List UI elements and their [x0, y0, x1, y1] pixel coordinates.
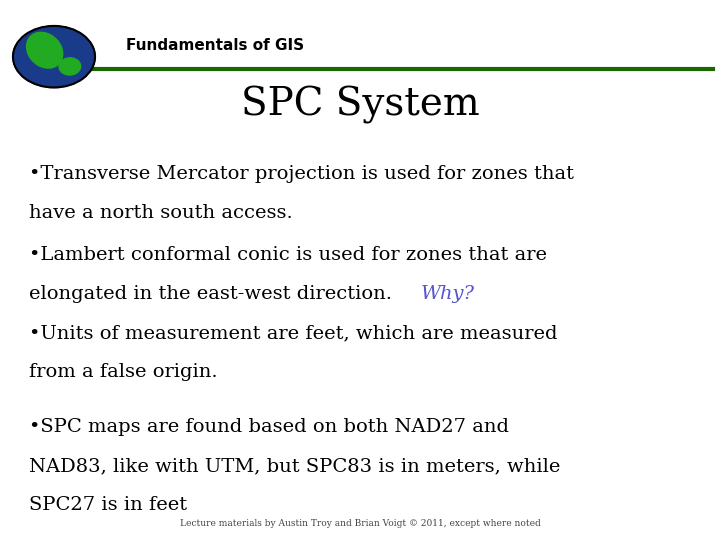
Text: SPC27 is in feet: SPC27 is in feet: [29, 496, 187, 514]
Ellipse shape: [27, 32, 63, 68]
Text: SPC System: SPC System: [240, 86, 480, 124]
Text: elongated in the east-west direction.: elongated in the east-west direction.: [29, 285, 398, 302]
Text: •SPC maps are found based on both NAD27 and: •SPC maps are found based on both NAD27 …: [29, 418, 509, 436]
Ellipse shape: [59, 58, 81, 75]
Text: •Transverse Mercator projection is used for zones that: •Transverse Mercator projection is used …: [29, 165, 574, 183]
Text: Fundamentals of GIS: Fundamentals of GIS: [126, 38, 304, 53]
Text: have a north south access.: have a north south access.: [29, 204, 292, 221]
Text: Why?: Why?: [421, 285, 475, 302]
Text: •Units of measurement are feet, which are measured: •Units of measurement are feet, which ar…: [29, 324, 557, 342]
Text: from a false origin.: from a false origin.: [29, 363, 217, 381]
Text: Lecture materials by Austin Troy and Brian Voigt © 2011, except where noted: Lecture materials by Austin Troy and Bri…: [179, 519, 541, 528]
Text: NAD83, like with UTM, but SPC83 is in meters, while: NAD83, like with UTM, but SPC83 is in me…: [29, 457, 560, 475]
Circle shape: [13, 26, 95, 87]
Text: •Lambert conformal conic is used for zones that are: •Lambert conformal conic is used for zon…: [29, 246, 546, 264]
